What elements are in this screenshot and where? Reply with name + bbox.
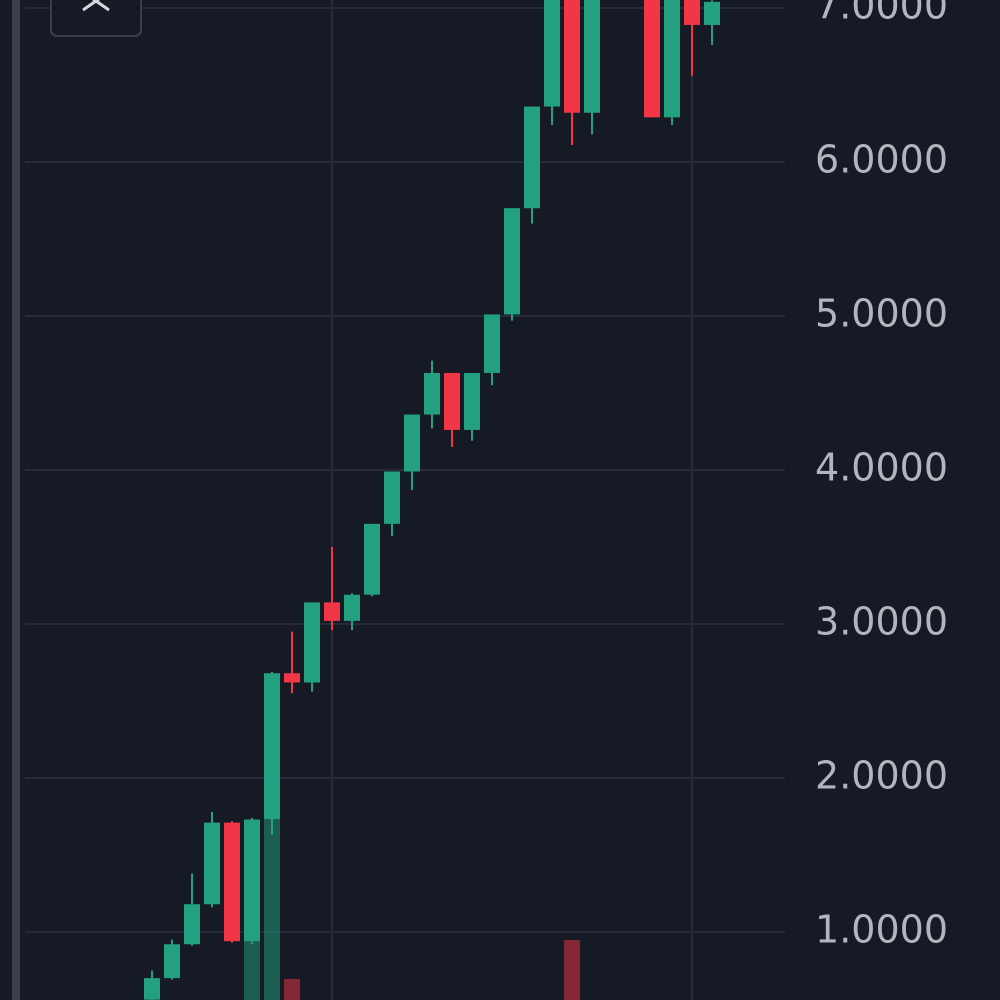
candle-body (184, 904, 200, 945)
close-icon[interactable] (82, 0, 110, 12)
candle-body (224, 822, 240, 942)
close-button[interactable] (50, 0, 142, 37)
candle-body (284, 673, 300, 683)
candle-body (384, 471, 400, 524)
y-tick-label: 2.0000 (815, 753, 948, 797)
y-tick-label: 4.0000 (815, 445, 948, 489)
candle-body (244, 819, 260, 942)
candle-body (304, 602, 320, 683)
y-tick-label: 5.0000 (815, 291, 948, 335)
candle-body (484, 314, 500, 373)
candle-body (404, 414, 420, 472)
candle-body (444, 372, 460, 430)
y-tick-label: 7.0000 (815, 0, 948, 28)
candle-body (584, 0, 600, 113)
candle-body (544, 0, 560, 107)
volume-bar (284, 979, 300, 1000)
candle-body (524, 106, 540, 209)
candle-body (204, 822, 220, 905)
candle-body (144, 978, 160, 1000)
candle-body (664, 0, 680, 118)
candle-body (504, 208, 520, 315)
candle-body (644, 0, 660, 118)
candle-body (164, 944, 180, 979)
candle-body (424, 372, 440, 415)
candle-body (704, 1, 720, 25)
candle-body (344, 594, 360, 621)
price-axis: 1.0000 2.0000 3.0000 4.0000 5.0000 6.0000 7.00… (815, 0, 948, 951)
candle-body (684, 0, 700, 25)
candle-body (564, 0, 580, 113)
y-tick-label: 1.0000 (815, 907, 948, 951)
y-tick-label: 6.0000 (815, 137, 948, 181)
side-bar (12, 0, 20, 1000)
candle-body (264, 673, 280, 820)
candle-body (364, 523, 380, 595)
candle-body (324, 602, 340, 621)
close-button-frame[interactable] (50, 0, 142, 37)
y-tick-label: 3.0000 (815, 599, 948, 643)
candle-layer (144, 0, 720, 1000)
volume-bar (564, 940, 580, 1000)
candle-body (464, 372, 480, 430)
volume-bar (264, 820, 280, 1000)
